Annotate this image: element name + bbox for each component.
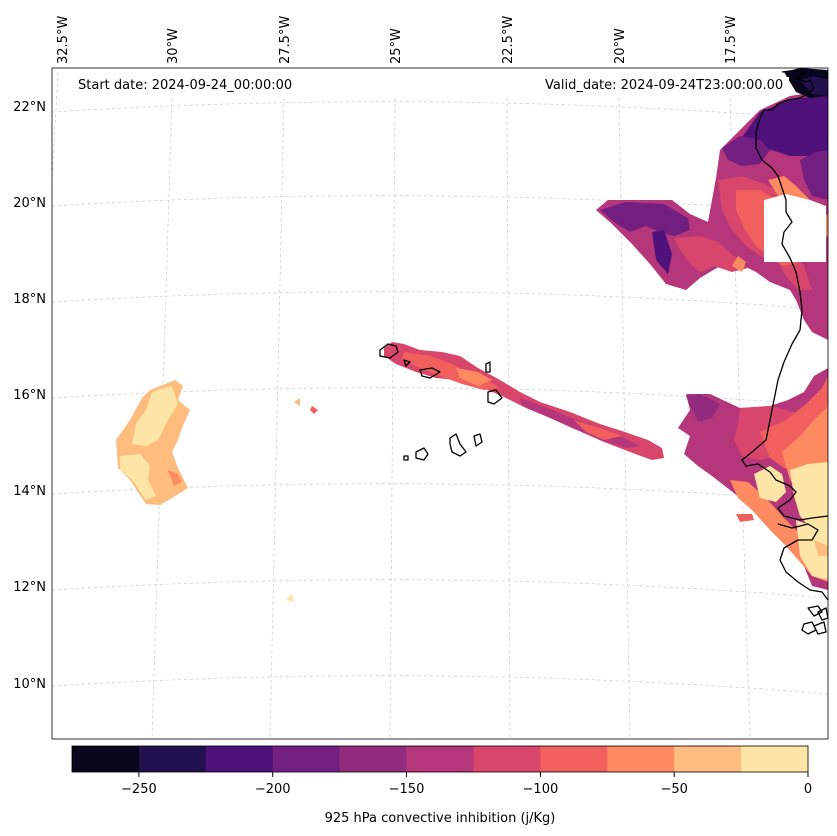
colorbar-tick-label: −250 [121,782,157,797]
island-sao-nicolau [419,367,441,379]
coastline-bissagos-3 [801,621,817,635]
colorbar-segment [540,746,608,772]
gridline-lon-20 [618,97,631,740]
cin-region-southeast [678,368,828,590]
colorbar-ticks: −250 −200 −150 −100 −50 0 [121,772,812,797]
start-date-annotation: Start date: 2024-09-24_00:00:00 [72,77,299,94]
coastline-gambia-south [777,523,829,601]
colorbar-tick-label: −150 [389,782,425,797]
lon-label-27-5: 27.5°W [278,16,293,64]
coastline-bissagos-1 [807,605,823,617]
latitude-labels: 22°N 20°N 18°N 16°N 14°N 12°N 10°N [13,100,46,692]
lat-label-12: 12°N [13,580,46,595]
valid-date-annotation: Valid_date: 2024-09-24T23:00:00.00 [539,77,790,94]
lat-label-22: 22°N [13,100,46,115]
coastlines [379,69,829,635]
island-santo-antao [379,343,399,359]
gridline-lon-22-5 [506,97,511,740]
cin-region-northeast [596,68,828,340]
colorbar-segment [741,746,809,772]
lon-label-17-5: 17.5°W [724,16,739,64]
colorbar-tick-label: 0 [804,782,812,797]
colorbar-frame [71,745,809,773]
colorbar-tick-label: −50 [660,782,687,797]
gridline-lon-32-5 [51,71,59,181]
longitude-labels: 32.5°W 30°W 27.5°W 25°W 22.5°W 20°W 17.5… [56,16,739,64]
colorbar-segment [406,746,474,772]
coastline-africa [741,69,829,521]
colorbar-label: 925 hPa convective inhibition (j/Kg) [325,811,556,826]
lon-label-30: 30°W [166,28,181,64]
lon-label-22-5: 22.5°W [501,16,516,64]
island-maio [473,433,483,447]
island-santiago [449,433,467,457]
lon-label-32-5: 32.5°W [56,16,71,64]
lat-label-10: 10°N [13,677,46,692]
colorbar-tick-label: −100 [523,782,559,797]
colorbar-segment [674,746,742,772]
gridline-lon-27-5 [269,97,285,740]
colorbar-segment [272,746,341,772]
colorbar-segment [72,746,140,772]
colorbar-tick-label: −200 [255,782,291,797]
lat-label-20: 20°N [13,196,46,211]
island-brava [403,455,409,461]
cin-band-diagonal [384,342,754,522]
lat-label-16: 16°N [13,388,46,403]
island-sao-vicente [403,359,411,367]
lat-label-14: 14°N [13,484,46,499]
lat-label-18: 18°N [13,292,46,307]
map-frame [51,67,829,740]
island-fogo [415,447,429,461]
lon-label-20: 20°W [613,28,628,64]
island-sal [485,361,491,373]
colorbar-segment [205,746,274,772]
colorbar-segment [607,746,675,772]
colorbar-segment [339,746,408,772]
lon-label-25: 25°W [389,28,404,64]
island-boa-vista [487,389,503,405]
gridline-lon-25 [389,97,396,740]
colorbar [72,746,809,772]
colorbar-segment [473,746,541,772]
colorbar-segment [138,746,207,772]
cin-patch-west [116,380,318,602]
coastline-bissagos-4 [813,621,827,635]
